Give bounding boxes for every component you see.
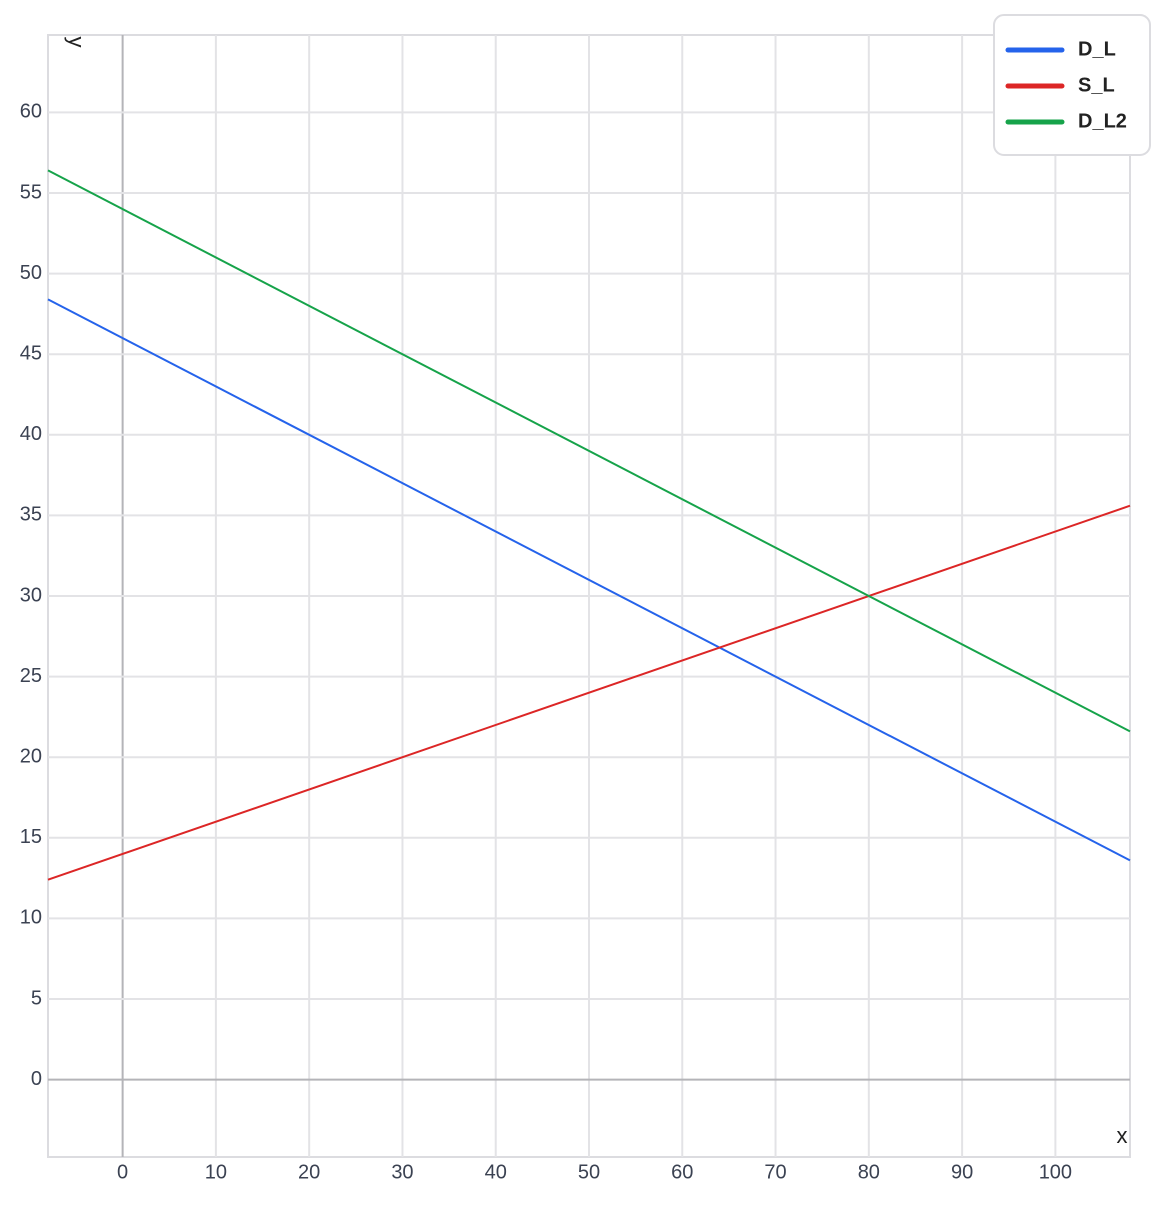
x-tick-label: 80 xyxy=(858,1161,880,1183)
y-tick-label: 50 xyxy=(20,262,42,284)
legend-label: S_L xyxy=(1078,74,1115,96)
y-tick-label: 35 xyxy=(20,504,42,526)
y-axis-label: y xyxy=(64,37,89,48)
series-line xyxy=(47,504,1131,881)
x-tick-label: 100 xyxy=(1039,1161,1072,1183)
y-tick-label: 45 xyxy=(20,342,42,364)
x-tick-label: 30 xyxy=(391,1161,413,1183)
x-tick-label: 40 xyxy=(485,1161,507,1183)
legend-label: D_L xyxy=(1078,38,1116,60)
x-tick-label: 10 xyxy=(205,1161,227,1183)
x-tick-label: 0 xyxy=(117,1161,128,1183)
y-tick-label: 5 xyxy=(31,987,42,1009)
x-axis-label: x xyxy=(1117,1123,1128,1148)
y-tick-label: 10 xyxy=(20,907,42,929)
legend: D_L S_L D_L2 xyxy=(993,14,1151,156)
series-line xyxy=(47,169,1131,733)
y-tick-label: 55 xyxy=(20,181,42,203)
y-tick-label: 30 xyxy=(20,584,42,606)
lines xyxy=(47,169,1131,881)
y-tick-label: 40 xyxy=(20,423,42,445)
y-tick-label: 20 xyxy=(20,745,42,767)
x-tick-label: 60 xyxy=(671,1161,693,1183)
series-line xyxy=(47,298,1131,862)
y-tick-label: 25 xyxy=(20,665,42,687)
x-tick-label: 70 xyxy=(764,1161,786,1183)
y-tick-label: 0 xyxy=(31,1068,42,1090)
y-tick-label: 15 xyxy=(20,826,42,848)
y-tick-label: 60 xyxy=(20,101,42,123)
legend-label: D_L2 xyxy=(1078,110,1127,132)
x-tick-label: 90 xyxy=(951,1161,973,1183)
x-tick-label: 20 xyxy=(298,1161,320,1183)
x-tick-label: 50 xyxy=(578,1161,600,1183)
grid xyxy=(48,35,1130,1157)
